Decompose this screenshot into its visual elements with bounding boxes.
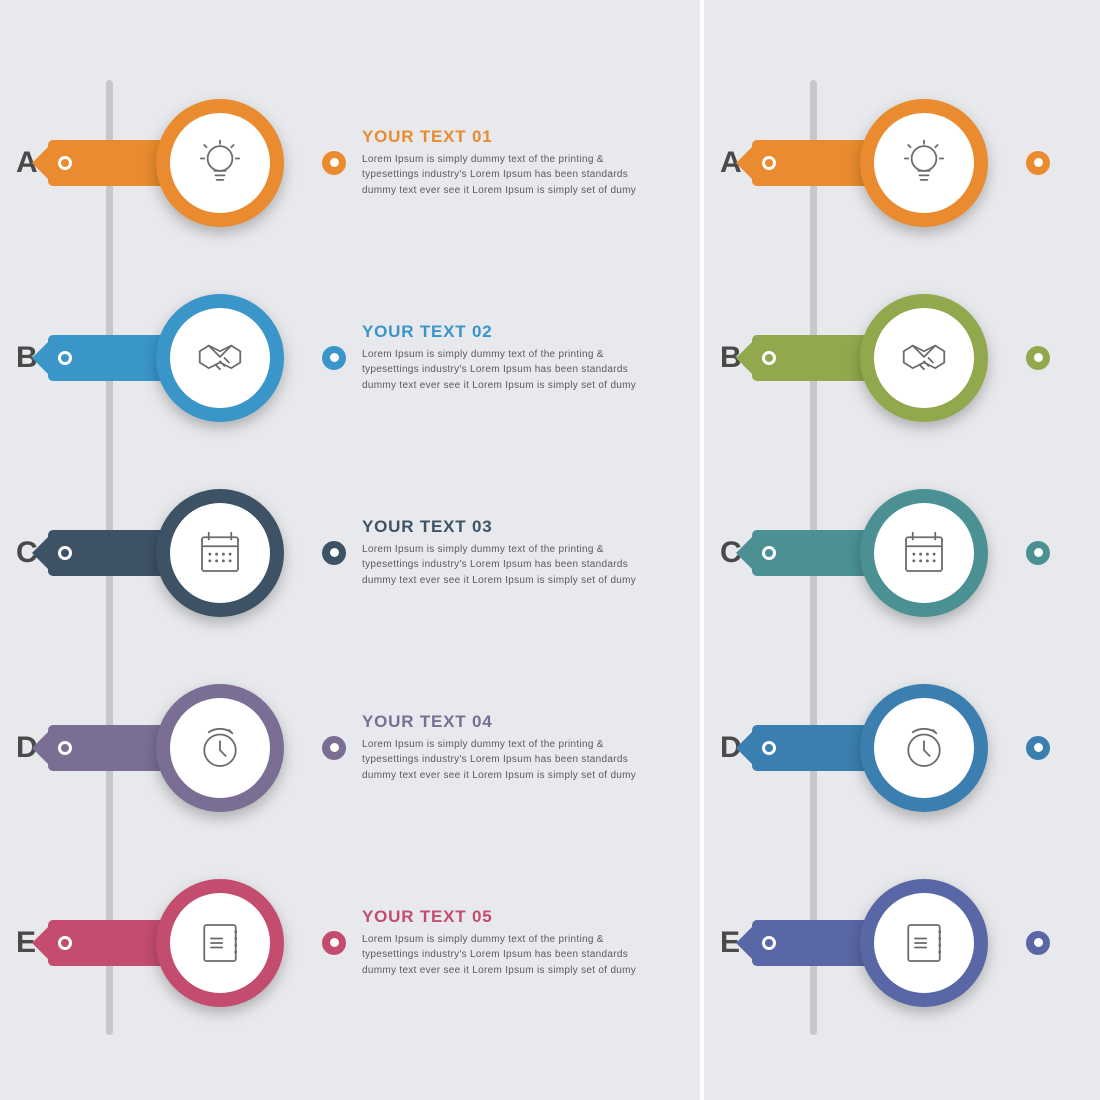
bulb-icon bbox=[170, 113, 270, 213]
timeline-row: E bbox=[704, 845, 1100, 1040]
step-circle bbox=[156, 684, 284, 812]
bullet-marker bbox=[322, 151, 346, 175]
calendar-icon bbox=[874, 503, 974, 603]
clock-icon bbox=[874, 698, 974, 798]
step-circle bbox=[860, 99, 988, 227]
step-circle bbox=[860, 294, 988, 422]
tag-dot-icon bbox=[762, 546, 776, 560]
step-text-block: YOUR TEXT 03 Lorem Ipsum is simply dummy … bbox=[362, 517, 662, 589]
arrow-tip bbox=[736, 140, 759, 186]
timeline-row: AYOUR TEXT 01Lorem Ipsum is simply dummy… bbox=[0, 65, 700, 260]
step-circle bbox=[860, 489, 988, 617]
timeline-row: B bbox=[704, 260, 1100, 455]
step-title: YOUR TEXT 03 bbox=[362, 517, 662, 537]
step-text-block: YOUR TEXT 05 Lorem Ipsum is simply dummy … bbox=[362, 907, 662, 979]
timeline-row: C bbox=[704, 455, 1100, 650]
tag-dot-icon bbox=[58, 741, 72, 755]
bullet-marker bbox=[322, 346, 346, 370]
arrow-tip bbox=[32, 335, 55, 381]
bullet-marker bbox=[1026, 736, 1050, 760]
clock-icon bbox=[170, 698, 270, 798]
tag-dot-icon bbox=[58, 936, 72, 950]
step-circle bbox=[156, 489, 284, 617]
handshake-icon bbox=[874, 308, 974, 408]
notebook-icon bbox=[170, 893, 270, 993]
bullet-marker bbox=[322, 541, 346, 565]
step-body: Lorem Ipsum is simply dummy text of the … bbox=[362, 152, 662, 199]
step-text-block: YOUR TEXT 01 Lorem Ipsum is simply dummy … bbox=[362, 127, 662, 199]
step-circle bbox=[156, 879, 284, 1007]
step-circle bbox=[156, 294, 284, 422]
arrow-tip bbox=[32, 140, 55, 186]
step-body: Lorem Ipsum is simply dummy text of the … bbox=[362, 737, 662, 784]
timeline-row: D bbox=[704, 650, 1100, 845]
timeline-row: EYOUR TEXT 05Lorem Ipsum is simply dummy… bbox=[0, 845, 700, 1040]
arrow-tip bbox=[736, 335, 759, 381]
tag-dot-icon bbox=[762, 936, 776, 950]
tag-dot-icon bbox=[58, 156, 72, 170]
tag-dot-icon bbox=[58, 351, 72, 365]
timeline-row: DYOUR TEXT 04Lorem Ipsum is simply dummy… bbox=[0, 650, 700, 845]
step-body: Lorem Ipsum is simply dummy text of the … bbox=[362, 932, 662, 979]
bulb-icon bbox=[874, 113, 974, 213]
step-circle bbox=[860, 684, 988, 812]
infographic-panel-right: ABCDE bbox=[700, 0, 1100, 1100]
tag-dot-icon bbox=[762, 156, 776, 170]
step-title: YOUR TEXT 05 bbox=[362, 907, 662, 927]
bullet-marker bbox=[1026, 931, 1050, 955]
timeline-row: CYOUR TEXT 03Lorem Ipsum is simply dummy… bbox=[0, 455, 700, 650]
tag-dot-icon bbox=[58, 546, 72, 560]
timeline-row: BYOUR TEXT 02Lorem Ipsum is simply dummy… bbox=[0, 260, 700, 455]
step-title: YOUR TEXT 01 bbox=[362, 127, 662, 147]
step-body: Lorem Ipsum is simply dummy text of the … bbox=[362, 347, 662, 394]
notebook-icon bbox=[874, 893, 974, 993]
bullet-marker bbox=[1026, 346, 1050, 370]
step-body: Lorem Ipsum is simply dummy text of the … bbox=[362, 542, 662, 589]
arrow-tip bbox=[32, 725, 55, 771]
timeline-row: A bbox=[704, 65, 1100, 260]
arrow-tip bbox=[32, 920, 55, 966]
arrow-tip bbox=[736, 725, 759, 771]
bullet-marker bbox=[1026, 541, 1050, 565]
calendar-icon bbox=[170, 503, 270, 603]
handshake-icon bbox=[170, 308, 270, 408]
step-circle bbox=[156, 99, 284, 227]
infographic-panel-left: AYOUR TEXT 01Lorem Ipsum is simply dummy… bbox=[0, 0, 700, 1100]
bullet-marker bbox=[322, 931, 346, 955]
bullet-marker bbox=[1026, 151, 1050, 175]
arrow-tip bbox=[736, 530, 759, 576]
step-title: YOUR TEXT 02 bbox=[362, 322, 662, 342]
step-text-block: YOUR TEXT 02 Lorem Ipsum is simply dummy … bbox=[362, 322, 662, 394]
arrow-tip bbox=[736, 920, 759, 966]
bullet-marker bbox=[322, 736, 346, 760]
step-circle bbox=[860, 879, 988, 1007]
tag-dot-icon bbox=[762, 741, 776, 755]
arrow-tip bbox=[32, 530, 55, 576]
tag-dot-icon bbox=[762, 351, 776, 365]
step-text-block: YOUR TEXT 04 Lorem Ipsum is simply dummy … bbox=[362, 712, 662, 784]
step-title: YOUR TEXT 04 bbox=[362, 712, 662, 732]
